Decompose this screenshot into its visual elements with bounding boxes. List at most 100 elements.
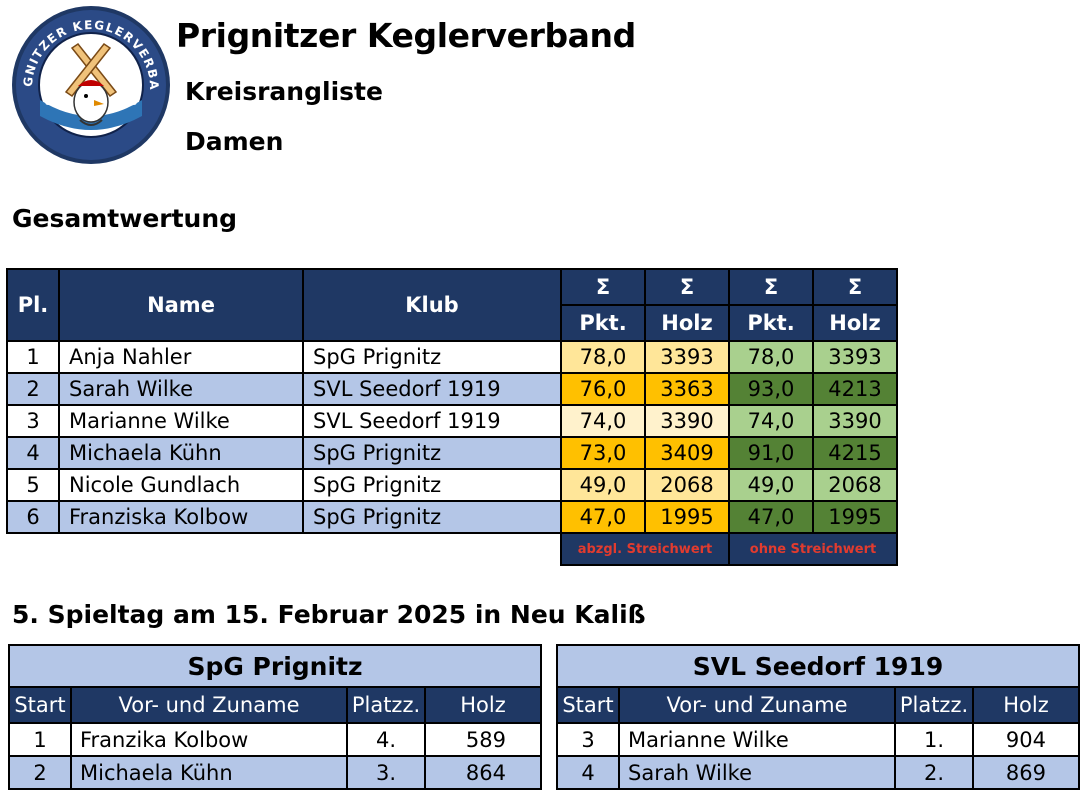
cell-holz-total: 3390 [812,404,898,438]
cell-name: Sarah Wilke [58,372,304,406]
table-row: 5 Nicole Gundlach SpG Prignitz 49,0 2068… [6,468,898,502]
header-sigma: Σ [728,268,814,306]
cell-name: Franziska Kolbow [58,500,304,534]
cell-holz-total: 3393 [812,340,898,374]
cell-holz-streich: 3363 [644,372,730,406]
header-vor-und-zuname: Vor- und Zuname [618,686,896,724]
header-start: Start [556,686,620,724]
cell-start: 3 [556,722,620,757]
cell-start: 1 [8,722,72,757]
cell-holz-total: 1995 [812,500,898,534]
cell-name: Marianne Wilke [618,722,896,757]
header-sigma: Σ [560,268,646,306]
cell-holz-streich: 3409 [644,436,730,470]
cell-pkt-streich: 74,0 [560,404,646,438]
cell-start: 2 [8,755,72,790]
keglerverband-logo: PRIGNITZER KEGLERVERBAND [10,4,170,164]
team-table-svl-seedorf: SVL Seedorf 1919 Start Vor- und Zuname P… [556,644,1080,790]
cell-platz: 4. [346,722,426,757]
cell-pl: 2 [6,372,60,406]
cell-pkt-total: 93,0 [728,372,814,406]
header-holz: Holz [812,304,898,342]
team-name: SpG Prignitz [8,644,542,688]
cell-pl: 5 [6,468,60,502]
cell-klub: SVL Seedorf 1919 [302,372,562,406]
page-title: Prignitzer Keglerverband [176,16,636,55]
cell-name: Marianne Wilke [58,404,304,438]
cell-pkt-streich: 73,0 [560,436,646,470]
table-row: 6 Franziska Kolbow SpG Prignitz 47,0 199… [6,500,898,534]
table-row: 4 Michaela Kühn SpG Prignitz 73,0 3409 9… [6,436,898,470]
header-sigma: Σ [644,268,730,306]
cell-platz: 1. [894,722,974,757]
header-vor-und-zuname: Vor- und Zuname [70,686,348,724]
header-pl: Pl. [6,268,60,342]
cell-klub: SpG Prignitz [302,468,562,502]
cell-holz-total: 4213 [812,372,898,406]
cell-pkt-total: 91,0 [728,436,814,470]
section-title-gesamtwertung: Gesamtwertung [12,204,238,233]
subtitle-damen: Damen [185,127,284,156]
cell-name: Michaela Kühn [70,755,348,790]
cell-pkt-total: 74,0 [728,404,814,438]
header-name: Name [58,268,304,342]
cell-holz-streich: 2068 [644,468,730,502]
team-name: SVL Seedorf 1919 [556,644,1080,688]
table-row: 1 Franzika Kolbow 4. 589 [8,722,542,757]
table-row: 3 Marianne Wilke 1. 904 [556,722,1080,757]
cell-holz: 904 [972,722,1080,757]
cell-pkt-streich: 78,0 [560,340,646,374]
cell-holz-total: 2068 [812,468,898,502]
table-row: 1 Anja Nahler SpG Prignitz 78,0 3393 78,… [6,340,898,374]
cell-holz-streich: 3393 [644,340,730,374]
section-title-spieltag: 5. Spieltag am 15. Februar 2025 in Neu K… [12,600,646,629]
header-sigma: Σ [812,268,898,306]
cell-pl: 6 [6,500,60,534]
cell-pkt-total: 78,0 [728,340,814,374]
team-table-spg-prignitz: SpG Prignitz Start Vor- und Zuname Platz… [8,644,542,790]
cell-pl: 4 [6,436,60,470]
cell-klub: SpG Prignitz [302,500,562,534]
header-holz: Holz [644,304,730,342]
cell-pkt-streich: 47,0 [560,500,646,534]
cell-platz: 2. [894,755,974,790]
header-klub: Klub [302,268,562,342]
header-holz: Holz [424,686,542,724]
table-row: 4 Sarah Wilke 2. 869 [556,755,1080,790]
subtitle-kreisrangliste: Kreisrangliste [185,77,383,106]
ranking-table: Pl. Name Klub Σ Σ Σ Σ Pkt. Holz Pkt. Hol… [6,268,898,566]
cell-name: Sarah Wilke [618,755,896,790]
cell-klub: SpG Prignitz [302,436,562,470]
cell-holz: 589 [424,722,542,757]
cell-start: 4 [556,755,620,790]
cell-holz-streich: 1995 [644,500,730,534]
header-pkt: Pkt. [560,304,646,342]
cell-holz: 864 [424,755,542,790]
header-platzz: Platzz. [894,686,974,724]
header-holz: Holz [972,686,1080,724]
cell-pl: 1 [6,340,60,374]
table-row: 3 Marianne Wilke SVL Seedorf 1919 74,0 3… [6,404,898,438]
cell-holz: 869 [972,755,1080,790]
cell-name: Anja Nahler [58,340,304,374]
header-pkt: Pkt. [728,304,814,342]
cell-klub: SVL Seedorf 1919 [302,404,562,438]
table-row: 2 Michaela Kühn 3. 864 [8,755,542,790]
table-footer-row: abzgl. Streichwert ohne Streichwert [7,532,898,566]
cell-holz-total: 4215 [812,436,898,470]
cell-name: Franzika Kolbow [70,722,348,757]
header-start: Start [8,686,72,724]
cell-klub: SpG Prignitz [302,340,562,374]
cell-pl: 3 [6,404,60,438]
cell-pkt-total: 49,0 [728,468,814,502]
cell-pkt-streich: 49,0 [560,468,646,502]
footer-abzgl-streichwert: abzgl. Streichwert [560,532,730,566]
cell-name: Nicole Gundlach [58,468,304,502]
cell-pkt-total: 47,0 [728,500,814,534]
footer-ohne-streichwert: ohne Streichwert [728,532,898,566]
cell-holz-streich: 3390 [644,404,730,438]
header-platzz: Platzz. [346,686,426,724]
table-row: 2 Sarah Wilke SVL Seedorf 1919 76,0 3363… [6,372,898,406]
cell-name: Michaela Kühn [58,436,304,470]
cell-platz: 3. [346,755,426,790]
